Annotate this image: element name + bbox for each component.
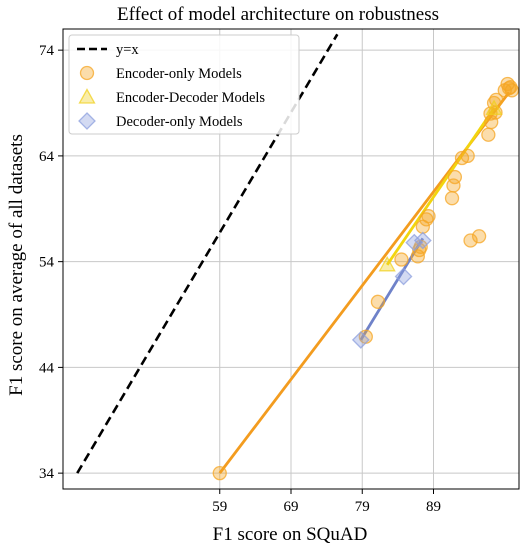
data-point-diamond <box>405 233 424 252</box>
data-point-circle <box>212 465 227 481</box>
data-point-circle <box>421 209 436 224</box>
data-point-circle <box>444 191 460 206</box>
x-tick-label: 69 <box>284 499 299 515</box>
data-point-circle <box>394 252 409 267</box>
axis-ticks: 59 69 79 89 34 44 54 64 74 <box>39 43 441 515</box>
y-tick-label: 44 <box>39 360 55 376</box>
legend-label: y=x <box>116 42 139 58</box>
x-tick-label: 59 <box>212 499 227 515</box>
data-point-diamond <box>351 330 370 349</box>
y-tick-label: 64 <box>39 149 55 165</box>
legend-box <box>68 34 300 135</box>
y-axis-label: F1 score on average of all datasets <box>6 134 27 396</box>
data-point-diamond <box>413 231 432 250</box>
data-point-triangle <box>485 99 503 115</box>
legend-swatch-triangle <box>78 88 96 104</box>
x-axis-label: F1 score on SQuAD <box>213 524 368 545</box>
legend-label: Encoder-only Models <box>116 66 242 82</box>
data-point-diamond <box>394 267 413 286</box>
legend-label: Encoder-Decoder Models <box>116 90 265 106</box>
x-tick-label: 79 <box>355 499 370 515</box>
y-tick-label: 74 <box>39 43 55 59</box>
fit-line <box>359 237 425 341</box>
y-tick-label: 54 <box>39 255 55 271</box>
data-point-circle <box>463 233 478 248</box>
data-point-circle <box>503 80 518 95</box>
data-point-circle <box>481 127 496 142</box>
data-point-circle <box>471 229 487 244</box>
data-points <box>212 76 520 481</box>
legend-label: Decoder-only Models <box>116 114 243 130</box>
data-point-circle <box>460 148 475 164</box>
legend-swatch-diamond <box>78 112 96 130</box>
data-point-triangle <box>378 255 396 272</box>
fit-line <box>386 107 496 266</box>
y-tick-label: 34 <box>39 466 55 482</box>
chart-title: Effect of model architecture on robustne… <box>117 4 439 25</box>
x-tick-label: 89 <box>426 499 441 515</box>
legend: y=x Encoder-only Models Encoder-Decoder Mo… <box>68 34 300 135</box>
data-point-circle <box>370 294 386 309</box>
legend-swatch-circle <box>79 65 95 81</box>
data-point-circle <box>447 169 463 185</box>
